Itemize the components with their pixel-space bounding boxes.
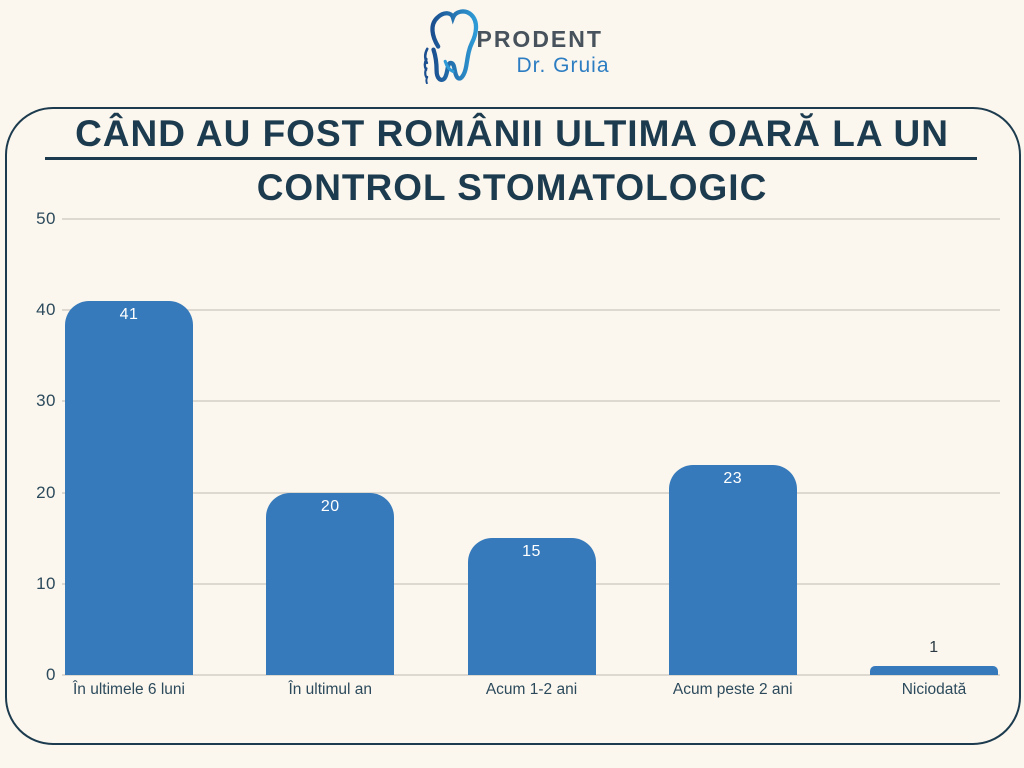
chart-title-line2: CONTROL STOMATOLOGIC <box>256 167 768 208</box>
x-axis-label: Acum 1-2 ani <box>485 681 578 698</box>
chart-title-line1: CÂND AU FOST ROMÂNII ULTIMA OARĂ LA UN <box>75 113 949 154</box>
y-axis-label: 50 <box>36 209 56 228</box>
gridline <box>62 309 1000 312</box>
x-axis-label: În ultimele 6 luni <box>72 681 185 698</box>
tooth-icon <box>424 9 479 84</box>
bar <box>467 538 596 675</box>
logo-brand: PRODENT <box>476 26 603 52</box>
logo-doctor-name: Dr. Gruia <box>516 54 610 77</box>
x-axis-label: Acum peste 2 ani <box>672 681 793 698</box>
chart-card <box>5 107 1021 745</box>
y-axis-label: 20 <box>36 482 56 502</box>
bar-value-label: 23 <box>723 470 743 487</box>
x-axis-label: În ultimul an <box>288 681 373 698</box>
bar <box>65 301 193 675</box>
bar-value-label: 1 <box>929 639 939 656</box>
bar-value-label: 20 <box>320 498 340 515</box>
logo-text: PRODENT Dr. Gruia <box>476 2 609 78</box>
y-axis-label: 0 <box>46 665 56 684</box>
title-underline <box>45 157 977 160</box>
bar <box>870 666 998 675</box>
logo: PRODENT Dr. Gruia <box>0 2 1024 84</box>
bar <box>668 465 797 675</box>
gridline <box>62 400 1000 403</box>
bar-value-label: 41 <box>119 306 139 323</box>
gridline <box>62 674 1000 676</box>
x-axis-label: Niciodată <box>901 681 967 698</box>
bar <box>266 493 395 675</box>
y-axis-label: 10 <box>36 573 56 593</box>
y-axis-label: 40 <box>36 300 56 320</box>
gridline <box>62 491 1000 494</box>
gridline <box>62 218 1000 220</box>
y-axis-label: 30 <box>36 391 56 411</box>
bar-value-label: 15 <box>522 543 541 560</box>
